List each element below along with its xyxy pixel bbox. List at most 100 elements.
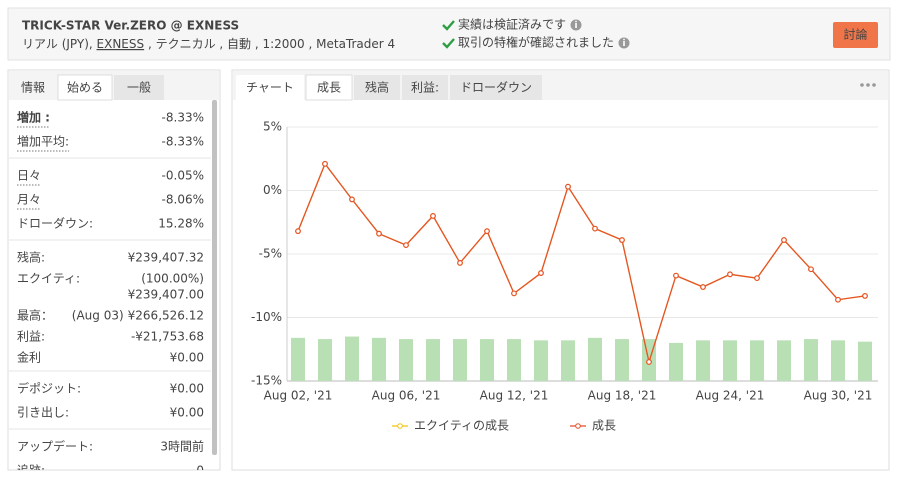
point [862, 293, 868, 299]
tab[interactable] [10, 75, 56, 100]
point [565, 183, 571, 190]
bar [480, 339, 494, 381]
chart-panel [231, 69, 890, 471]
tab[interactable] [236, 75, 304, 100]
y-tick-label: -10% [251, 310, 282, 324]
bar [858, 341, 872, 381]
x-tick-label: Aug 06, '21 [372, 389, 441, 403]
stat-label: エクイティ: [17, 272, 80, 286]
legend-marker [397, 423, 403, 429]
point [322, 160, 328, 167]
info-icon-i [623, 41, 625, 46]
stat-label: デポジット: [17, 381, 81, 396]
y-tick-label: 0% [263, 183, 282, 197]
bar [291, 337, 305, 381]
legend-marker [575, 423, 581, 429]
point [700, 284, 706, 290]
tab[interactable] [305, 74, 353, 101]
discuss-button[interactable] [833, 22, 878, 48]
point [403, 242, 409, 249]
point [781, 237, 787, 243]
stat-value: ¥239,407.00 [128, 288, 204, 302]
tab-label[interactable]: ドローダウン [460, 80, 532, 95]
stat-value: ¥0.00 [170, 406, 204, 420]
stat-label: 金利 [17, 350, 41, 365]
point [754, 275, 760, 282]
discuss-button-label[interactable]: 討論 [843, 27, 867, 42]
x-tick-label: Aug 30, '21 [804, 389, 873, 403]
y-tick-label: -5% [259, 247, 282, 261]
point [727, 271, 733, 278]
x-tick-label: Aug 02, '21 [264, 389, 333, 403]
point [457, 259, 463, 266]
tab[interactable] [402, 75, 448, 100]
y-tick-label: -15% [251, 374, 282, 388]
stat-label: 追跡: [17, 463, 45, 478]
legend-label[interactable]: エクイティの成長 [414, 419, 509, 433]
point [349, 196, 355, 203]
subtitle: リアル (JPY), EXNESS , テクニカル , 自動 , 1:2000 … [22, 37, 395, 51]
point [430, 212, 436, 219]
bar [777, 340, 791, 381]
stat-note: (Aug 03) [72, 309, 124, 323]
bar [399, 339, 413, 381]
info-icon-dot [575, 20, 577, 23]
stat-label: 引き出し: [17, 406, 69, 420]
stat-value: 0 [196, 464, 204, 478]
point [295, 228, 301, 235]
tab-label[interactable]: 一般 [127, 80, 151, 95]
x-tick-label: Aug 24, '21 [696, 389, 765, 403]
stat-value: 3時間前 [160, 439, 204, 454]
stat-value: -8.33% [162, 111, 204, 125]
legend-label[interactable]: 成長 [592, 419, 616, 433]
tab[interactable] [450, 75, 542, 100]
title: TRICK-STAR Ver.ZERO @ EXNESS [22, 19, 239, 33]
bar [561, 340, 575, 381]
bar [831, 340, 845, 381]
bar [318, 339, 332, 381]
stat-label: 日々 [17, 169, 41, 183]
point [511, 290, 517, 297]
stat-value: -8.33% [162, 135, 204, 149]
stat-label: 残高: [17, 250, 45, 265]
bar [696, 340, 710, 381]
bar [588, 337, 602, 381]
stat-value: ¥239,407.32 [128, 251, 204, 265]
point [673, 272, 679, 279]
bar [804, 339, 818, 381]
x-tick-label: Aug 12, '21 [480, 389, 549, 403]
y-tick-label: 5% [263, 120, 282, 134]
point [376, 230, 382, 237]
tab-label[interactable]: 残高 [365, 80, 389, 95]
stat-value: ¥0.00 [170, 351, 204, 365]
tab-label[interactable]: 利益: [411, 81, 439, 95]
stat-label: アップデート: [17, 439, 93, 454]
info-panel [7, 69, 221, 471]
stat-value: -0.05% [162, 169, 204, 183]
bar [669, 342, 683, 381]
tab-label[interactable]: 情報 [21, 81, 45, 95]
tab[interactable] [354, 75, 400, 100]
menu-dot[interactable] [860, 83, 864, 87]
info-icon-i [575, 23, 577, 28]
series-line [297, 162, 866, 365]
bar [507, 339, 521, 381]
tab-label[interactable]: チャート [246, 81, 294, 95]
bar [750, 340, 764, 381]
info-icon-dot [623, 38, 625, 41]
tab-label[interactable]: 成長 [317, 81, 341, 95]
broker-link[interactable]: EXNESS [97, 37, 145, 51]
point [538, 270, 544, 276]
subtitle-part: , テクニカル , 自動 , 1:2000 , MetaTrader 4 [144, 37, 395, 51]
badge: 実績は検証済みです [458, 17, 566, 32]
tab[interactable] [114, 75, 164, 100]
header-box [7, 7, 891, 61]
menu-dot[interactable] [872, 83, 876, 87]
menu-dot[interactable] [866, 83, 870, 87]
stat-label: 増加平均: [17, 135, 69, 149]
tab-label[interactable]: 始める [67, 81, 103, 95]
tab[interactable] [57, 74, 113, 101]
scrollbar[interactable] [212, 100, 217, 455]
subtitle-part: リアル (JPY), [22, 37, 97, 51]
